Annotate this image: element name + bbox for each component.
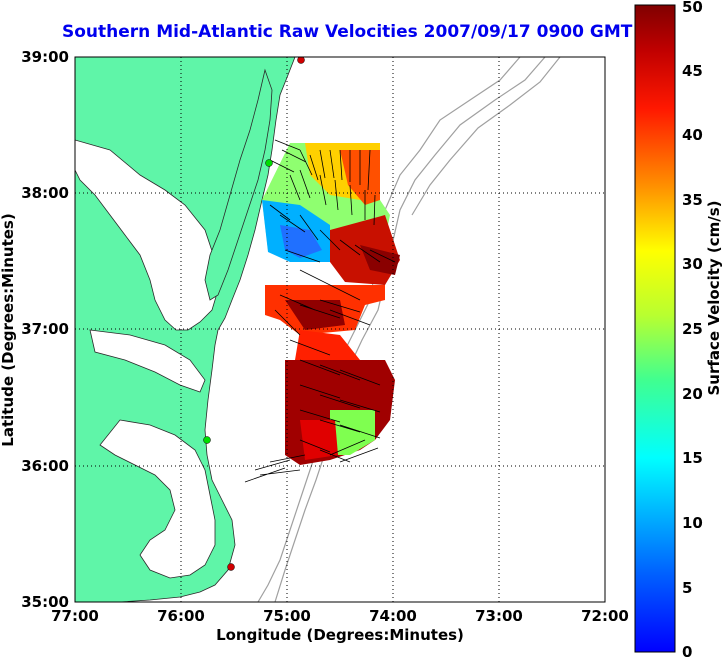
lat-tick-label: 38:00 — [21, 184, 69, 202]
station-marker-red — [297, 57, 305, 64]
lon-tick-label: 72:00 — [581, 607, 629, 625]
colorbar-label: Surface Velocity (cm/s) — [705, 200, 723, 395]
colorbar-tick: 5 — [682, 579, 692, 597]
colorbar-tick: 20 — [682, 385, 703, 403]
colorbar-tick: 40 — [682, 126, 703, 144]
colorbar-tick: 25 — [682, 320, 703, 338]
lon-tick-label: 73:00 — [475, 607, 523, 625]
colorbar-tick: 10 — [682, 514, 703, 532]
grid-lines — [75, 57, 605, 602]
colorbar-tick: 15 — [682, 449, 703, 467]
lon-tick-label: 76:00 — [157, 607, 205, 625]
pamlico-sound — [99, 419, 216, 579]
lat-tick-label: 36:00 — [21, 457, 69, 475]
colorbar-tick: 0 — [682, 643, 692, 659]
station-marker-green — [203, 436, 211, 444]
lat-tick-label: 37:00 — [21, 320, 69, 338]
lon-tick-label: 74:00 — [369, 607, 417, 625]
colorbar-tick: 50 — [682, 0, 703, 16]
lon-tick-label: 77:00 — [51, 607, 99, 625]
colorbar-tick: 35 — [682, 191, 703, 209]
plot-frame — [74, 56, 606, 603]
colorbar-tick: 30 — [682, 255, 703, 273]
colorbar-tick: 45 — [682, 62, 703, 80]
lat-tick-label: 39:00 — [21, 48, 69, 66]
map-title: Southern Mid-Atlantic Raw Velocities 200… — [62, 22, 633, 42]
colorbar-tick-labels: 0 5 10 15 20 25 30 35 40 45 50 — [682, 0, 703, 659]
chesapeake-bay — [75, 139, 219, 331]
lon-tick-label: 75:00 — [263, 607, 311, 625]
river-inlet — [89, 329, 206, 393]
station-marker-red — [227, 563, 235, 571]
x-axis-label: Longitude (Degrees:Minutes) — [216, 626, 464, 644]
delmarva-peninsula — [204, 68, 273, 301]
station-marker-green — [265, 159, 273, 167]
colorbar — [634, 4, 676, 653]
lon-tick-labels: 77:00 76:00 75:00 74:00 73:00 72:00 — [51, 607, 629, 625]
lat-tick-label: 35:00 — [21, 593, 69, 611]
lat-tick-labels: 39:00 38:00 37:00 36:00 35:00 — [21, 48, 69, 611]
y-axis-label: Latitude (Degrees:Minutes) — [0, 213, 17, 446]
